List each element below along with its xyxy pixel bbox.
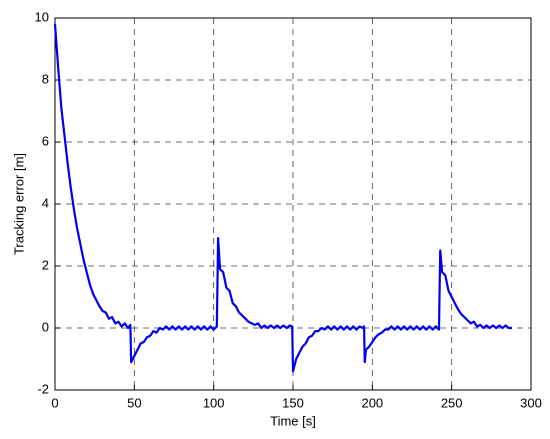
x-tick-label: 0 [51, 395, 58, 410]
x-axis-label: Time [s] [270, 413, 316, 428]
x-tick-label: 200 [361, 395, 383, 410]
y-tick-label: 8 [42, 71, 49, 86]
x-tick-label: 300 [520, 395, 542, 410]
y-tick-label: 6 [42, 133, 49, 148]
x-tick-label: 150 [282, 395, 304, 410]
y-tick-label: 4 [42, 195, 49, 210]
y-tick-label: -2 [37, 381, 49, 396]
y-axis-label: Tracking error [m] [11, 153, 26, 255]
data-line [53, 24, 512, 373]
x-tick-label: 250 [441, 395, 463, 410]
x-tick-label: 50 [127, 395, 141, 410]
x-tick-label: 100 [203, 395, 225, 410]
y-tick-label: 2 [42, 257, 49, 272]
y-tick-label: 0 [42, 319, 49, 334]
y-tick-label: 10 [35, 9, 49, 24]
